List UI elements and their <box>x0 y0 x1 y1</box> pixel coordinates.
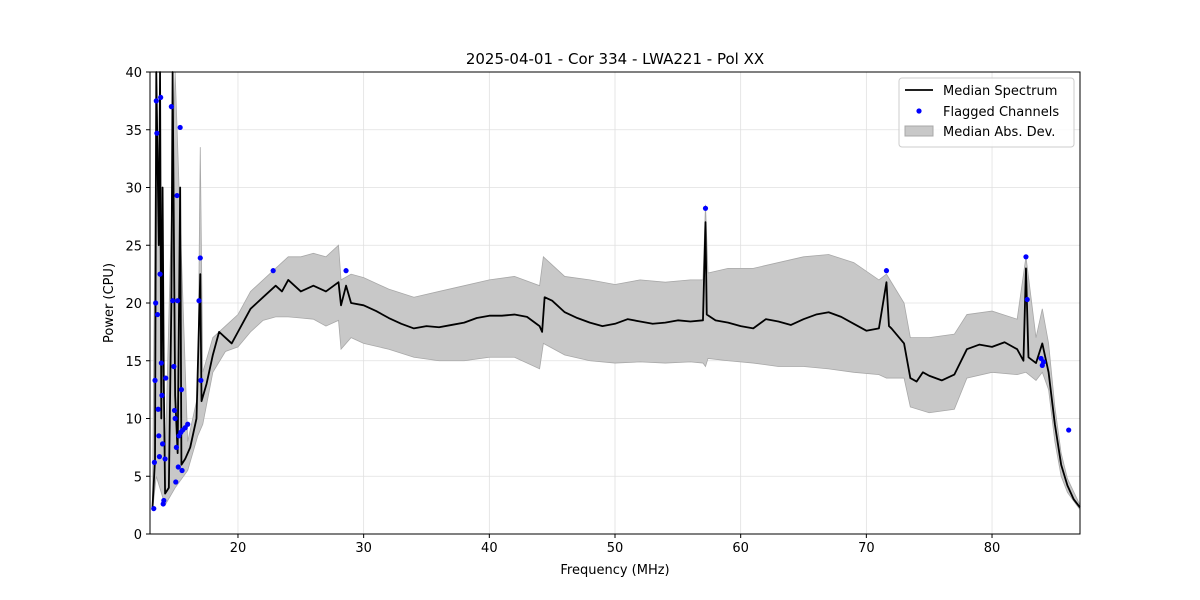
flagged-channel-point <box>168 104 174 110</box>
flagged-channel-point <box>157 271 163 277</box>
flagged-channel-point <box>156 454 163 460</box>
flagged-channel-point <box>173 479 179 485</box>
flagged-channel-point <box>178 387 185 393</box>
legend-label-flagged-channels: Flagged Channels <box>943 105 1059 120</box>
y-axis-ticks: 0 5 10 15 20 25 30 35 40 <box>125 66 150 543</box>
flagged-channel-point <box>174 192 180 199</box>
flagged-channel-point <box>170 298 176 304</box>
flagged-channel-point <box>1040 359 1047 365</box>
flagged-channel-point <box>198 377 204 383</box>
flagged-channel-point <box>175 464 181 470</box>
flagged-channel-point <box>172 415 178 422</box>
legend-label-median-spectrum: Median Spectrum <box>943 84 1057 99</box>
flagged-channel-point <box>171 407 178 414</box>
y-tick-label: 5 <box>134 470 142 485</box>
flagged-channel-point <box>197 255 203 261</box>
flagged-channel-point <box>177 124 183 131</box>
legend-label-median-abs-dev: Median Abs. Dev. <box>943 125 1055 140</box>
flagged-channel-point <box>151 505 157 512</box>
flagged-channel-point <box>153 98 159 104</box>
flagged-channel-point <box>175 298 181 304</box>
y-tick-label: 0 <box>134 528 142 543</box>
flagged-channel-point <box>156 433 162 439</box>
flagged-channel-point <box>343 268 349 274</box>
flagged-channel-point <box>152 377 158 383</box>
x-axis-label: Frequency (MHz) <box>560 563 669 578</box>
flagged-channel-point <box>154 130 160 136</box>
flagged-channel-point <box>154 311 161 318</box>
flagged-channel-point <box>883 268 890 274</box>
flagged-channel-point <box>159 441 166 447</box>
flagged-channel-point <box>196 298 202 304</box>
flagged-channel-point <box>155 406 161 412</box>
y-tick-label: 30 <box>125 182 142 197</box>
flagged-channel-point <box>1066 427 1072 433</box>
flagged-channel-point <box>185 421 191 427</box>
x-tick-label: 60 <box>732 541 749 556</box>
flagged-channel-point <box>162 456 168 462</box>
flagged-channel-point <box>158 94 164 101</box>
flagged-channel-point <box>159 392 165 398</box>
y-axis-label: Power (CPU) <box>102 263 117 343</box>
y-tick-label: 40 <box>125 66 142 81</box>
x-tick-label: 80 <box>984 541 1001 556</box>
median-spectrum-layer <box>151 71 1081 508</box>
flagged-channel-point <box>270 268 276 274</box>
y-tick-label: 25 <box>125 239 142 254</box>
flagged-channel-point <box>702 205 709 211</box>
y-tick-label: 20 <box>125 297 142 312</box>
x-tick-label: 30 <box>355 541 372 556</box>
legend-marker-swatch <box>916 108 922 114</box>
flagged-channels-layer <box>151 94 1072 512</box>
x-tick-label: 20 <box>230 541 247 556</box>
x-tick-label: 70 <box>858 541 875 556</box>
flagged-channel-point <box>151 459 157 465</box>
legend-box <box>898 77 1075 148</box>
flagged-channel-point <box>171 363 177 370</box>
y-tick-label: 15 <box>125 355 142 370</box>
flagged-channel-point <box>1024 296 1030 303</box>
y-tick-label: 10 <box>125 413 142 428</box>
flagged-channel-point <box>158 360 164 366</box>
x-tick-label: 40 <box>481 541 498 556</box>
flagged-channel-point <box>153 300 159 306</box>
legend: Median Spectrum Flagged Channels Median … <box>898 77 1075 148</box>
flagged-channel-point <box>179 467 185 474</box>
flagged-channel-point <box>161 497 167 504</box>
chart-title: 2025-04-01 - Cor 334 - LWA221 - Pol XX <box>466 50 764 68</box>
median-spectrum-line <box>151 71 1081 508</box>
flagged-channel-point <box>173 444 179 450</box>
flagged-channel-point <box>1023 254 1029 260</box>
x-tick-label: 50 <box>607 541 624 556</box>
y-tick-label: 35 <box>125 124 142 139</box>
x-axis-ticks: 20 30 40 50 60 70 80 <box>230 534 1001 556</box>
legend-band-swatch <box>904 125 934 137</box>
flagged-channel-point <box>163 375 169 381</box>
